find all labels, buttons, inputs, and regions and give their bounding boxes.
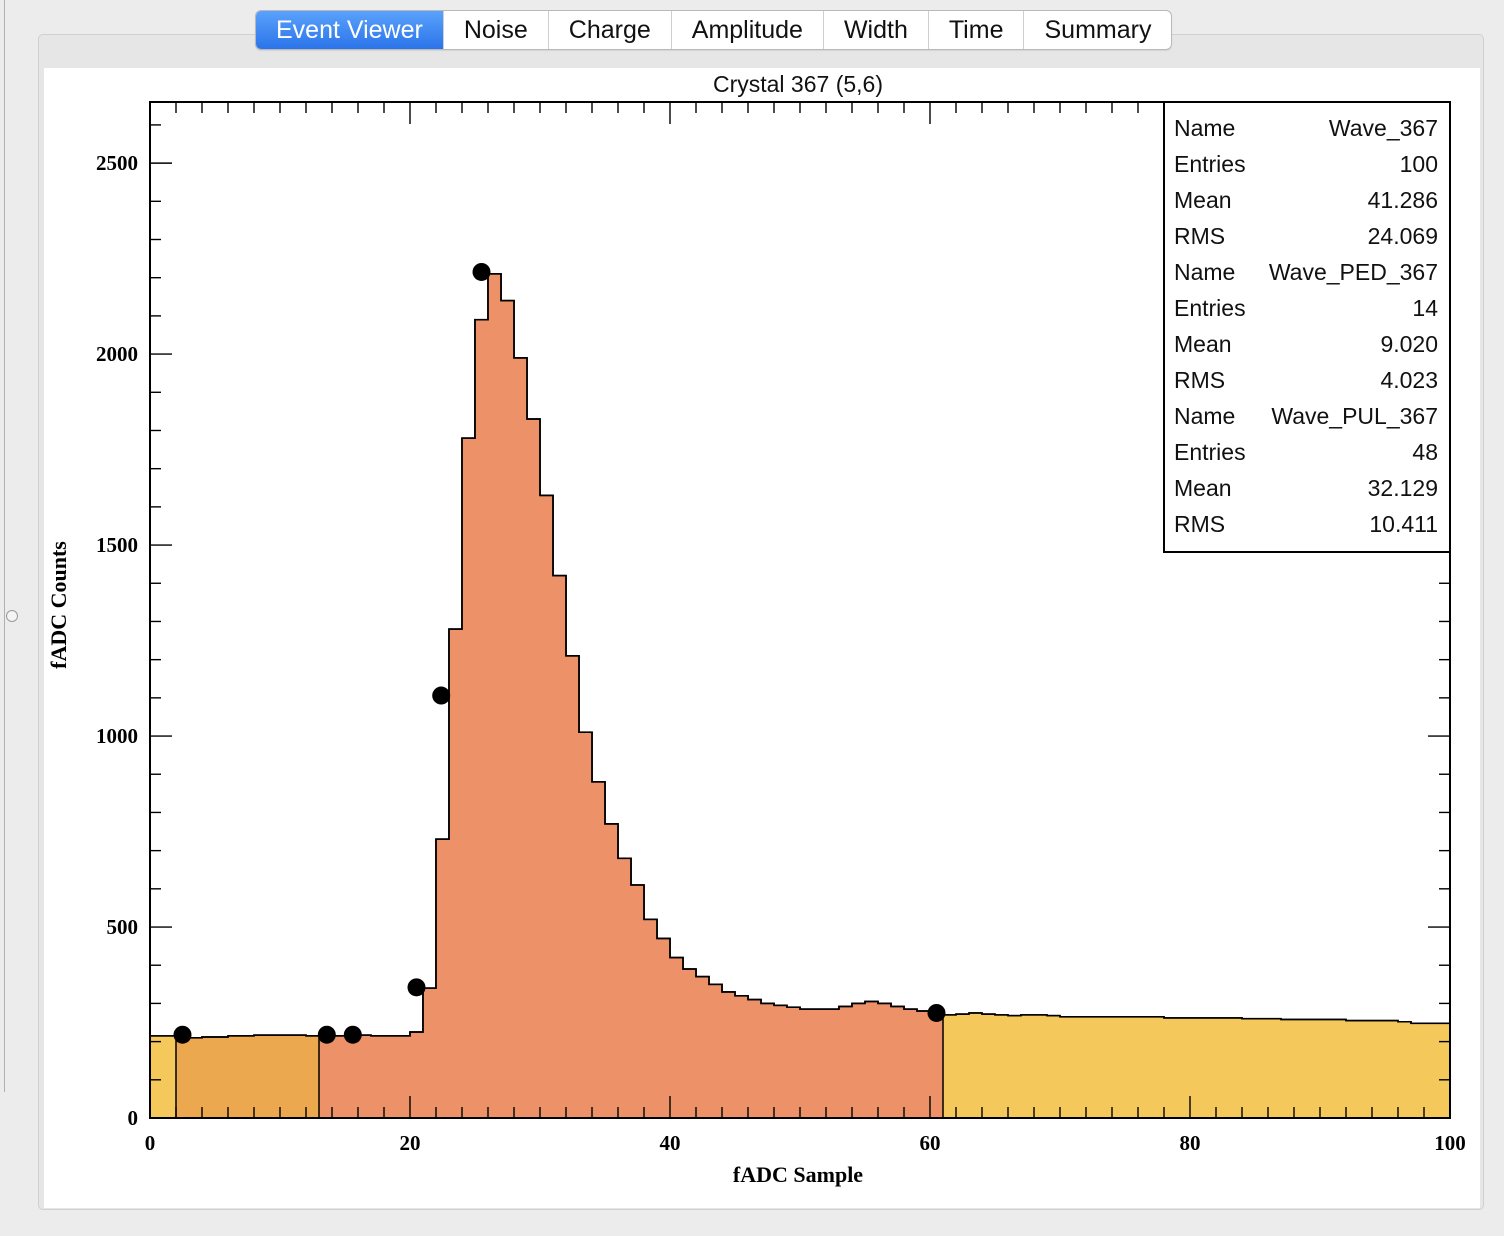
tab-amplitude[interactable]: Amplitude xyxy=(672,11,824,49)
stats-label: RMS xyxy=(1174,367,1225,393)
y-tick-label: 1500 xyxy=(96,533,138,557)
tab-event-viewer[interactable]: Event Viewer xyxy=(256,11,444,49)
stats-value: 32.129 xyxy=(1368,475,1438,501)
stats-row: Mean 9.020 xyxy=(1174,331,1438,357)
stats-label: RMS xyxy=(1174,223,1225,249)
data-marker xyxy=(432,686,451,705)
stats-value: 4.023 xyxy=(1380,367,1438,393)
x-tick-label: 40 xyxy=(660,1131,681,1155)
stats-label: Entries xyxy=(1174,151,1246,177)
stats-label: RMS xyxy=(1174,511,1225,537)
x-tick-label: 0 xyxy=(145,1131,156,1155)
y-tick-label: 2500 xyxy=(96,151,138,175)
stats-value: 100 xyxy=(1400,151,1438,177)
stats-label: Name xyxy=(1174,403,1235,429)
stats-box xyxy=(1163,101,1451,553)
x-tick-label: 60 xyxy=(920,1131,941,1155)
stats-row: Entries 100 xyxy=(1174,151,1438,177)
stats-row: RMS 10.411 xyxy=(1174,511,1438,537)
tab-bar: Event Viewer Noise Charge Amplitude Width Tim… xyxy=(255,10,1173,50)
data-marker xyxy=(173,1025,192,1044)
data-marker xyxy=(472,262,491,281)
data-marker xyxy=(927,1003,946,1022)
stats-value: 48 xyxy=(1412,439,1438,465)
stats-row: RMS 4.023 xyxy=(1174,367,1438,393)
tab-time[interactable]: Time xyxy=(929,11,1025,49)
stats-value: Wave_PED_367 xyxy=(1269,259,1438,285)
histogram-outline xyxy=(149,273,1451,1118)
stats-value: 14 xyxy=(1412,295,1438,321)
stats-value: 41.286 xyxy=(1368,187,1438,213)
y-tick-label: 2000 xyxy=(96,342,138,366)
data-marker xyxy=(343,1025,362,1044)
stats-row: Name Wave_367 xyxy=(1174,115,1438,141)
data-marker xyxy=(407,978,426,997)
stats-row: Mean 41.286 xyxy=(1174,187,1438,213)
y-tick-label: 500 xyxy=(107,915,139,939)
stats-label: Name xyxy=(1174,259,1235,285)
splitter-handle[interactable] xyxy=(6,610,18,622)
stats-row: RMS 24.069 xyxy=(1174,223,1438,249)
stats-row: Entries 48 xyxy=(1174,439,1438,465)
tab-charge[interactable]: Charge xyxy=(549,11,672,49)
chart-title: Crystal 367 (5,6) xyxy=(713,71,883,97)
tab-noise[interactable]: Noise xyxy=(444,11,549,49)
x-tick-label: 100 xyxy=(1434,1131,1466,1155)
x-tick-label: 80 xyxy=(1180,1131,1201,1155)
stats-row: Name Wave_PUL_367 xyxy=(1174,403,1438,429)
stats-value: Wave_367 xyxy=(1329,115,1438,141)
stats-label: Mean xyxy=(1174,475,1232,501)
stats-value: 10.411 xyxy=(1369,511,1438,537)
stats-label: Name xyxy=(1174,115,1235,141)
stats-row: Entries 14 xyxy=(1174,295,1438,321)
x-tick-label: 20 xyxy=(400,1131,421,1155)
stats-label: Mean xyxy=(1174,187,1232,213)
stats-value: Wave_PUL_367 xyxy=(1271,403,1438,429)
stats-label: Mean xyxy=(1174,331,1232,357)
stats-row: Mean 32.129 xyxy=(1174,475,1438,501)
stats-row: Name Wave_PED_367 xyxy=(1174,259,1438,285)
y-tick-label: 1000 xyxy=(96,724,138,748)
left-window-edge xyxy=(0,0,5,1092)
stats-value: 9.020 xyxy=(1380,331,1438,357)
stats-value: 24.069 xyxy=(1368,223,1438,249)
tab-width[interactable]: Width xyxy=(824,11,929,49)
x-axis-label: fADC Sample xyxy=(733,1162,863,1187)
tab-summary[interactable]: Summary xyxy=(1044,16,1152,44)
y-tick-label: 0 xyxy=(128,1106,139,1130)
y-axis-label: fADC Counts xyxy=(46,541,71,669)
stats-label: Entries xyxy=(1174,439,1246,465)
stats-label: Entries xyxy=(1174,295,1246,321)
data-marker xyxy=(317,1025,336,1044)
